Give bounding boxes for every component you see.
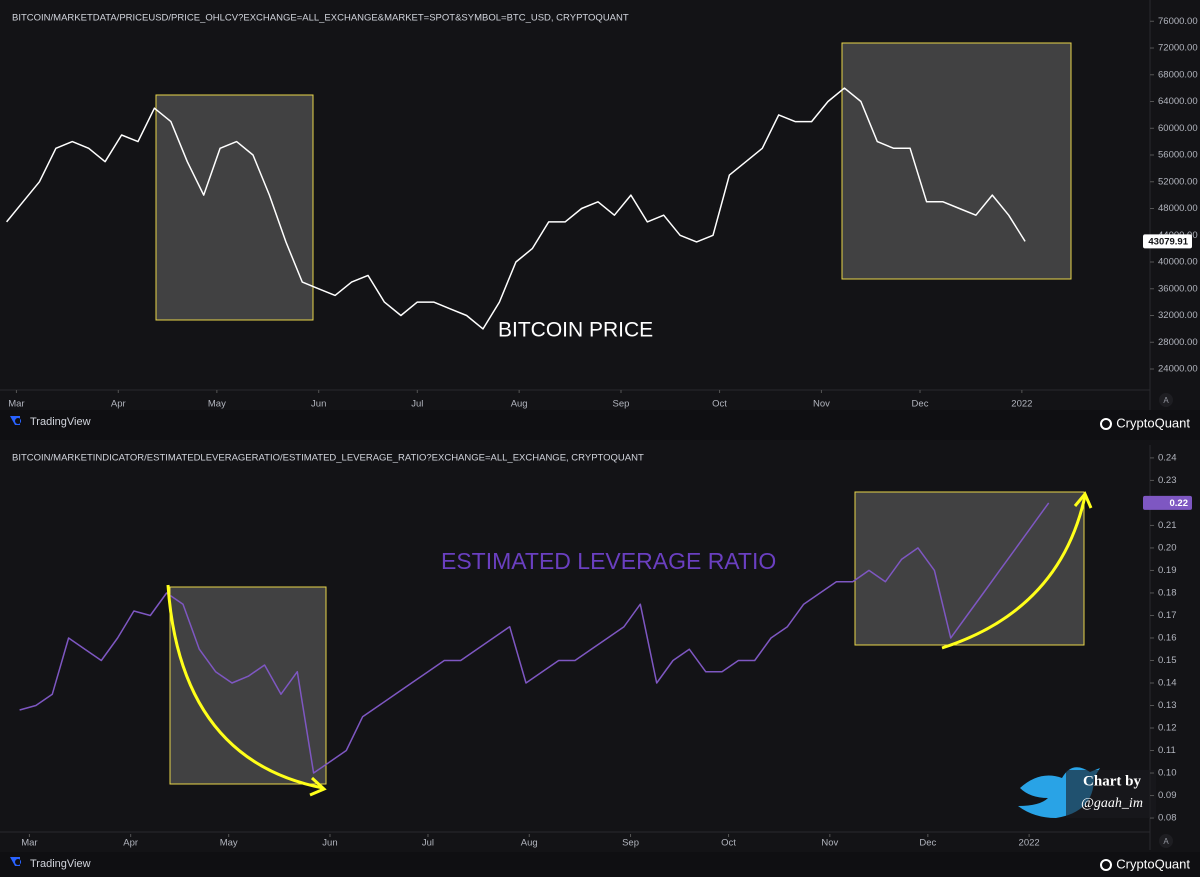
x-tick-label: Aug — [511, 399, 528, 410]
lev-footer — [0, 852, 1200, 877]
y-tick-label: 0.21 — [1158, 520, 1177, 531]
x-tick-label: Mar — [21, 838, 37, 849]
tv-logo — [10, 416, 22, 425]
series-line — [6, 87, 1026, 330]
y-tick-label: 0.19 — [1158, 565, 1177, 576]
x-tick-label: Nov — [821, 838, 838, 849]
highlight-box — [841, 42, 1072, 280]
watermark: Chart by @gaah_im — [1018, 767, 1156, 818]
chart-annotation: BITCOIN PRICE — [498, 319, 653, 342]
watermark-line: Chart by — [1083, 773, 1141, 789]
x-tick-label: May — [220, 838, 238, 849]
y-tick-label: 72000.00 — [1158, 43, 1198, 54]
highlight-box — [169, 586, 327, 785]
x-tick-label: Oct — [721, 838, 736, 849]
y-tick-label: 28000.00 — [1158, 337, 1198, 348]
y-tick-label: 0.15 — [1158, 655, 1177, 666]
y-tick-label: 76000.00 — [1158, 16, 1198, 27]
price-footer — [0, 410, 1200, 440]
x-tick-label: Mar — [8, 399, 24, 410]
arrow — [941, 495, 1087, 650]
y-tick-label: 0.20 — [1158, 542, 1177, 553]
x-tick-label: Apr — [111, 399, 126, 410]
y-tick-label: 0.13 — [1158, 700, 1177, 711]
last-value-label: 0.22 — [1170, 498, 1189, 509]
scale-button[interactable] — [1159, 393, 1173, 407]
y-tick-label: 56000.00 — [1158, 150, 1198, 161]
x-tick-label: Dec — [912, 399, 929, 410]
x-tick-label: Apr — [123, 838, 138, 849]
y-tick-label: 36000.00 — [1158, 283, 1198, 294]
y-tick-label: 32000.00 — [1158, 310, 1198, 321]
plots — [6, 87, 1050, 774]
y-tick-label: 0.24 — [1158, 452, 1177, 463]
x-tick-label: Dec — [919, 838, 936, 849]
x-tick-label: Oct — [712, 399, 727, 410]
y-tick-label: 24000.00 — [1158, 364, 1198, 375]
arrow-head — [1073, 491, 1093, 509]
y-tick-label: 0.23 — [1158, 475, 1177, 486]
arrow-head — [309, 776, 327, 797]
scale-button-label[interactable]: A — [1163, 396, 1169, 405]
watermark-bg — [1066, 770, 1156, 818]
y-tick-label: 68000.00 — [1158, 69, 1198, 80]
cq-logo — [1100, 859, 1112, 871]
y-tick-label: 0.18 — [1158, 587, 1177, 598]
x-tick-label: 2022 — [1019, 838, 1040, 849]
x-tick-label: Nov — [813, 399, 830, 410]
y-tick-label: 0.17 — [1158, 610, 1177, 621]
x-tick-label: 2022 — [1011, 399, 1032, 410]
series-line — [19, 502, 1050, 774]
y-tick-label: 48000.00 — [1158, 203, 1198, 214]
brand-right: CryptoQuant — [1116, 415, 1190, 430]
highlight-box — [155, 94, 314, 321]
x-tick-label: May — [208, 399, 226, 410]
y-tick-label: 52000.00 — [1158, 176, 1198, 187]
brand-left: TradingView — [30, 858, 91, 870]
cq-logo — [1100, 418, 1112, 430]
y-tick-label: 64000.00 — [1158, 96, 1198, 107]
y-tick-label: 0.08 — [1158, 813, 1177, 824]
brand-right: CryptoQuant — [1116, 856, 1190, 871]
scale-button-label[interactable]: A — [1163, 837, 1169, 846]
x-tick-label: Sep — [613, 399, 630, 410]
last-value-label: 43079.91 — [1148, 236, 1188, 247]
last-value-tag — [1143, 234, 1192, 249]
x-tick-label: Jul — [411, 399, 423, 410]
y-tick-label: 40000.00 — [1158, 257, 1198, 268]
y-tick-label: 0.14 — [1158, 678, 1177, 689]
x-tick-label: Jun — [322, 838, 337, 849]
highlight-box — [854, 491, 1085, 646]
y-tick-label: 60000.00 — [1158, 123, 1198, 134]
symbol-title: BITCOIN/MARKETINDICATOR/ESTIMATEDLEVERAG… — [12, 453, 644, 464]
tv-logo — [10, 857, 22, 866]
x-tick-label: Jun — [311, 399, 326, 410]
x-tick-label: Aug — [521, 838, 538, 849]
brand-left: TradingView — [30, 416, 91, 428]
y-tick-label: 0.09 — [1158, 790, 1177, 801]
scale-button[interactable] — [1159, 834, 1173, 848]
y-tick-label: 0.16 — [1158, 632, 1177, 643]
x-tick-label: Jul — [422, 838, 434, 849]
symbol-title: BITCOIN/MARKETDATA/PRICEUSD/PRICE_OHLCV?… — [12, 13, 629, 24]
y-tick-label: 0.10 — [1158, 768, 1177, 779]
y-tick-label: 0.11 — [1158, 745, 1176, 756]
watermark-line: @gaah_im — [1081, 796, 1143, 811]
chart-annotation: ESTIMATED LEVERAGE RATIO — [441, 548, 776, 574]
last-value-tag — [1143, 495, 1192, 510]
x-tick-label: Sep — [622, 838, 639, 849]
arrow — [166, 584, 324, 790]
y-tick-label: 0.12 — [1158, 723, 1177, 734]
